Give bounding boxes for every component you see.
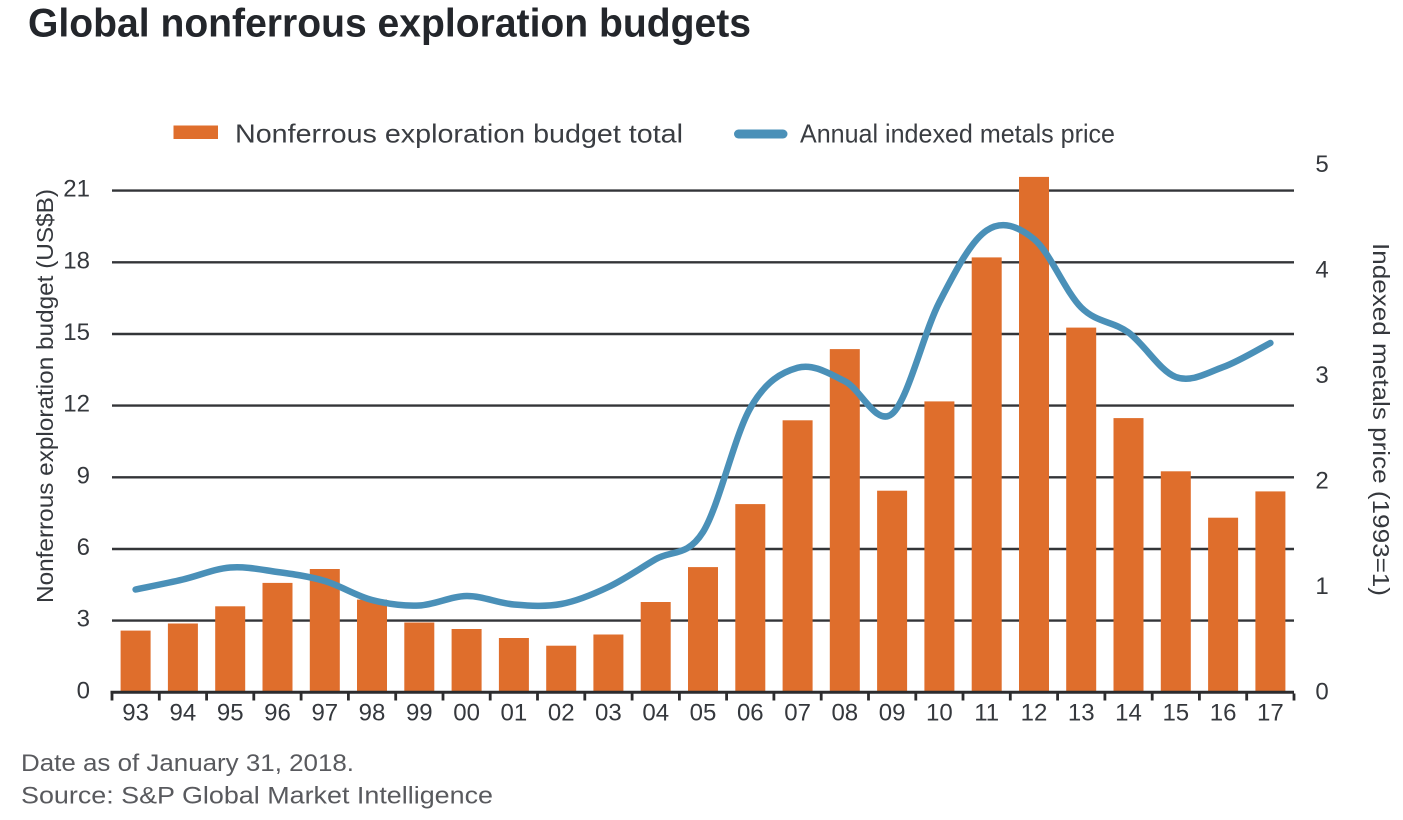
svg-text:3: 3 bbox=[77, 606, 90, 633]
svg-text:1: 1 bbox=[1315, 573, 1328, 600]
svg-text:99: 99 bbox=[406, 700, 433, 727]
svg-text:Nonferrous exploration budget: Nonferrous exploration budget total bbox=[235, 118, 683, 148]
svg-text:01: 01 bbox=[501, 700, 528, 727]
svg-text:Annual indexed metals price: Annual indexed metals price bbox=[800, 118, 1115, 148]
svg-text:93: 93 bbox=[122, 700, 149, 727]
svg-text:12: 12 bbox=[1021, 700, 1048, 727]
svg-text:9: 9 bbox=[77, 462, 90, 489]
svg-text:00: 00 bbox=[453, 700, 480, 727]
svg-text:09: 09 bbox=[879, 700, 906, 727]
svg-text:0: 0 bbox=[1315, 679, 1328, 706]
svg-text:12: 12 bbox=[63, 391, 90, 418]
svg-text:Global nonferrous exploration: Global nonferrous exploration budgets bbox=[28, 2, 751, 46]
svg-text:04: 04 bbox=[642, 700, 669, 727]
svg-text:Source: S&P Global Market Inte: Source: S&P Global Market Intelligence bbox=[21, 782, 493, 809]
svg-text:16: 16 bbox=[1210, 700, 1237, 727]
svg-text:0: 0 bbox=[77, 677, 90, 704]
svg-text:08: 08 bbox=[831, 700, 858, 727]
svg-text:4: 4 bbox=[1315, 257, 1328, 284]
svg-text:21: 21 bbox=[63, 176, 90, 203]
svg-text:6: 6 bbox=[77, 534, 90, 561]
svg-text:02: 02 bbox=[548, 700, 575, 727]
svg-text:03: 03 bbox=[595, 700, 622, 727]
svg-text:13: 13 bbox=[1068, 700, 1095, 727]
svg-text:Nonferrous exploration budget: Nonferrous exploration budget (US$B) bbox=[32, 189, 58, 603]
svg-text:96: 96 bbox=[264, 700, 291, 727]
svg-text:15: 15 bbox=[1162, 700, 1189, 727]
svg-text:3: 3 bbox=[1315, 362, 1328, 389]
svg-text:Indexed metals price (1993=1): Indexed metals price (1993=1) bbox=[1368, 243, 1394, 596]
svg-text:98: 98 bbox=[359, 700, 386, 727]
svg-text:97: 97 bbox=[311, 700, 338, 727]
svg-text:07: 07 bbox=[784, 700, 811, 727]
svg-text:5: 5 bbox=[1315, 151, 1328, 178]
svg-text:06: 06 bbox=[737, 700, 764, 727]
svg-text:94: 94 bbox=[170, 700, 197, 727]
svg-text:2: 2 bbox=[1315, 468, 1328, 495]
svg-text:17: 17 bbox=[1257, 700, 1284, 727]
svg-text:11: 11 bbox=[974, 700, 999, 727]
svg-text:18: 18 bbox=[63, 247, 90, 274]
svg-text:05: 05 bbox=[690, 700, 717, 727]
svg-text:Date as of January 31, 2018.: Date as of January 31, 2018. bbox=[21, 750, 354, 777]
svg-text:15: 15 bbox=[63, 319, 90, 346]
svg-text:10: 10 bbox=[926, 700, 953, 727]
svg-text:14: 14 bbox=[1115, 700, 1142, 727]
svg-text:95: 95 bbox=[217, 700, 244, 727]
